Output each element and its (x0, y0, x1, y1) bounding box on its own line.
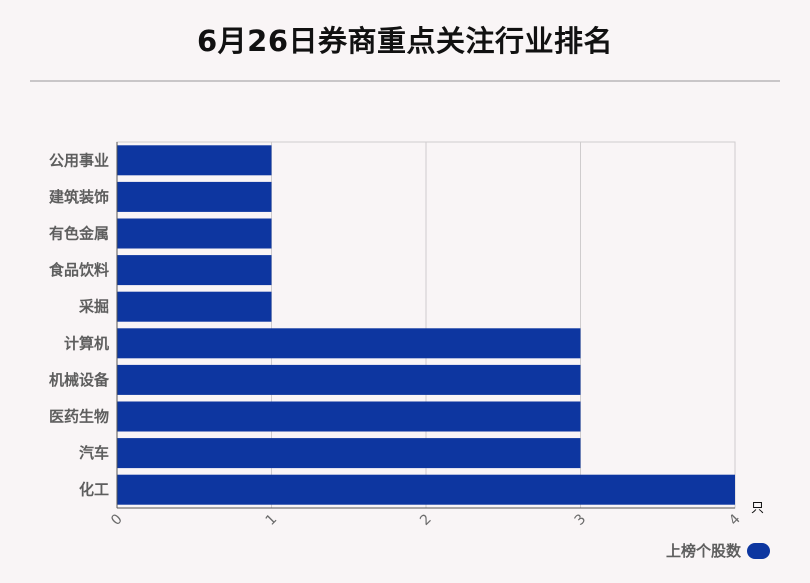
x-unit-label: 只 (751, 501, 764, 516)
bar (117, 145, 272, 176)
bar (117, 291, 272, 322)
legend-label: 上榜个股数 (665, 542, 741, 560)
legend[interactable]: 上榜个股数 (666, 540, 770, 561)
category-label: 医药生物 (49, 408, 109, 426)
bar (117, 181, 272, 212)
category-label: 化工 (79, 481, 109, 499)
bar (117, 328, 581, 359)
category-label: 汽车 (79, 444, 109, 462)
x-tick-label: 2 (417, 511, 435, 529)
category-label: 建筑装饰 (49, 188, 109, 206)
bar (117, 218, 272, 249)
category-label: 计算机 (64, 334, 109, 352)
bar (117, 401, 581, 432)
category-label: 采掘 (78, 298, 109, 316)
category-label: 机械设备 (49, 371, 110, 389)
bar (117, 255, 272, 286)
x-tick-label: 3 (572, 511, 590, 529)
category-label: 公用事业 (49, 151, 109, 169)
category-label: 食品饮料 (49, 261, 109, 279)
bar (117, 438, 581, 469)
chart-title: 6月26日券商重点关注行业排名 (196, 24, 614, 58)
category-label: 有色金属 (49, 225, 109, 243)
x-tick-label: 4 (726, 511, 744, 529)
title-divider (30, 80, 780, 82)
x-tick-label: 1 (263, 511, 281, 529)
x-tick-label: 0 (108, 511, 126, 529)
bar (117, 364, 581, 395)
bar (117, 474, 735, 505)
legend-swatch (747, 542, 770, 559)
